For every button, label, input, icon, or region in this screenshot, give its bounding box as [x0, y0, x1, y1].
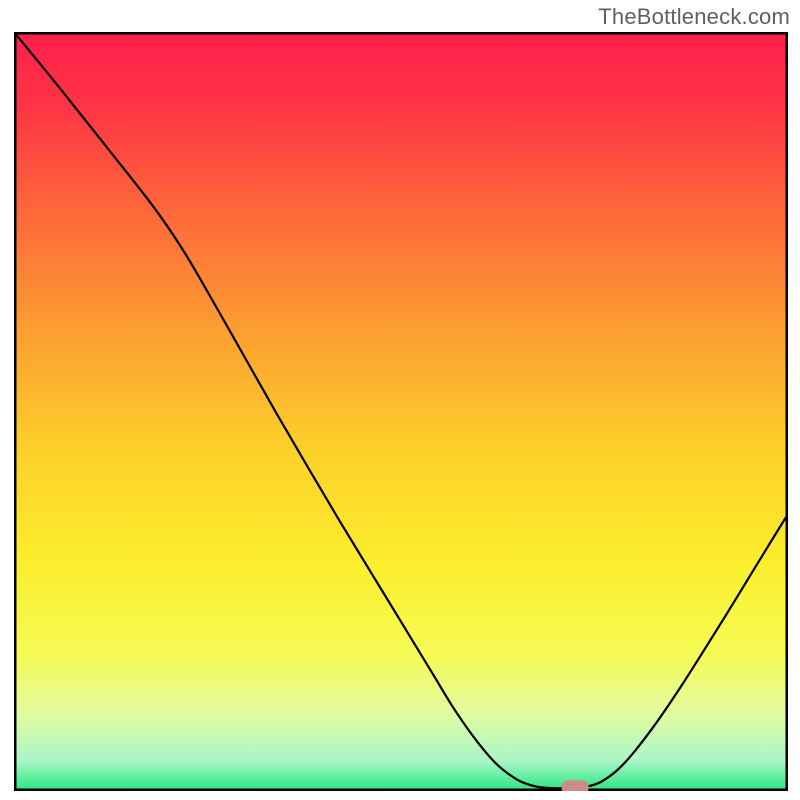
plot-area: [14, 32, 788, 791]
optimal-marker: [562, 780, 589, 791]
watermark-text: TheBottleneck.com: [598, 4, 790, 30]
chart-container: TheBottleneck.com: [0, 0, 800, 800]
plot-svg: [14, 32, 788, 791]
gradient-background: [14, 32, 788, 791]
